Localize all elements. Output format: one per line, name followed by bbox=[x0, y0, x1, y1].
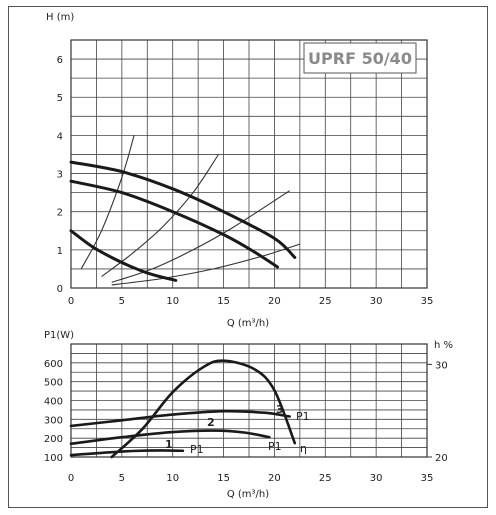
chart-frame bbox=[8, 6, 488, 508]
system-curve-2 bbox=[101, 154, 219, 278]
top-x-tick-label: 20 bbox=[268, 296, 281, 307]
pump-curve-speed-1 bbox=[69, 229, 178, 282]
top-y-tick-label: 6 bbox=[57, 55, 63, 66]
top-curves bbox=[69, 135, 301, 286]
top-y-axis-label: H (m) bbox=[46, 12, 74, 23]
top-x-tick-label: 10 bbox=[166, 296, 179, 307]
top-y-tick-label: 0 bbox=[57, 284, 63, 295]
system-curve-3 bbox=[111, 190, 290, 283]
model-title: UPRF 50/40 bbox=[308, 49, 412, 68]
top-ticks: 0 5 10 15 20 25 30 35 0 1 2 3 4 5 6 bbox=[57, 55, 434, 307]
pump-curve-speed-2 bbox=[69, 179, 279, 269]
top-x-tick-label: 15 bbox=[217, 296, 230, 307]
system-curve-4 bbox=[111, 243, 301, 286]
system-curve-1 bbox=[80, 135, 135, 270]
top-x-tick-label: 35 bbox=[421, 296, 434, 307]
top-y-tick-label: 4 bbox=[57, 131, 63, 142]
top-x-axis-label: Q (m³/h) bbox=[227, 318, 269, 329]
top-plot-border bbox=[70, 39, 428, 289]
top-y-tick-label: 1 bbox=[57, 246, 63, 257]
model-title-box bbox=[303, 42, 417, 74]
top-y-tick-label: 3 bbox=[57, 170, 63, 181]
top-y-tick-label: 5 bbox=[57, 93, 63, 104]
pump-curve-speed-3 bbox=[69, 160, 297, 259]
top-x-tick-label: 25 bbox=[319, 296, 332, 307]
top-x-tick-label: 30 bbox=[370, 296, 383, 307]
top-y-tick-label: 2 bbox=[57, 208, 63, 219]
head-flow-chart: H (m) Q (m³/h) 0 5 10 15 20 25 30 35 0 1 2 3 4 5 6 UPR… bbox=[46, 12, 434, 329]
top-grid bbox=[70, 39, 428, 289]
top-x-tick-label: 5 bbox=[119, 296, 125, 307]
top-x-tick-label: 0 bbox=[68, 296, 74, 307]
